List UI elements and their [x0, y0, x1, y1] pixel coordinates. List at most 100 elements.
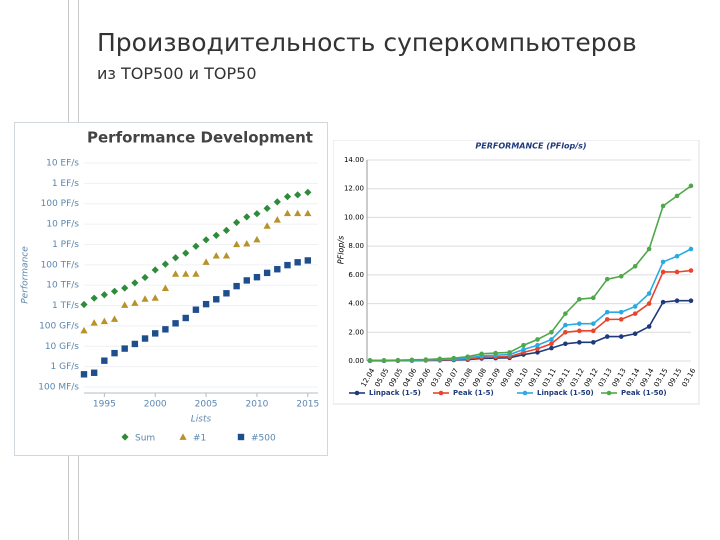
- marker: [233, 240, 241, 248]
- marker: [223, 290, 230, 297]
- marker: [479, 351, 484, 357]
- marker: [233, 218, 241, 227]
- marker: [493, 350, 498, 356]
- marker: [354, 390, 360, 396]
- marker: [367, 357, 373, 363]
- chart: PERFORMANCE (PFlop/s) PFlop/s 0.00 2.00 4.00…: [333, 140, 700, 405]
- marker: [243, 213, 251, 221]
- marker: [660, 203, 666, 209]
- marker: [80, 371, 88, 378]
- y-tick-label: 6.00: [348, 271, 364, 279]
- marker: [549, 337, 554, 342]
- marker: [507, 350, 512, 355]
- marker: [161, 284, 169, 291]
- marker: [172, 320, 179, 327]
- marker: [577, 340, 582, 345]
- y-tick-label: 8.00: [348, 242, 364, 250]
- y-tick-label: 1 EF/s: [52, 179, 79, 189]
- marker: [591, 295, 596, 301]
- marker: [161, 260, 169, 268]
- marker: [243, 277, 250, 284]
- y-tick-label: 100 MF/s: [38, 383, 79, 393]
- y-tick-label: 1 GF/s: [51, 362, 80, 372]
- marker: [451, 355, 457, 361]
- marker: [243, 240, 251, 247]
- marker: [141, 335, 149, 342]
- marker: [577, 296, 582, 302]
- y-tick-label: 100 TF/s: [41, 260, 80, 270]
- marker: [660, 269, 666, 275]
- marker: [202, 236, 210, 244]
- legend-label: Linpack (1-50): [537, 389, 594, 397]
- marker: [283, 209, 292, 217]
- y-tick-label: 12.00: [344, 185, 364, 193]
- marker: [688, 298, 694, 303]
- marker: [110, 287, 119, 295]
- y-tick-label: 10 PF/s: [46, 220, 79, 230]
- marker: [604, 276, 610, 282]
- y-tick-label: 1 PF/s: [52, 240, 79, 250]
- marker: [591, 321, 596, 326]
- marker: [131, 279, 139, 287]
- marker: [674, 269, 680, 275]
- marker: [465, 354, 470, 359]
- marker: [563, 341, 568, 347]
- legend-label: Peak (1-50): [621, 389, 667, 397]
- marker: [618, 334, 624, 339]
- marker: [202, 300, 210, 308]
- marker: [151, 294, 159, 301]
- marker: [263, 204, 271, 213]
- marker: [171, 270, 180, 277]
- marker: [660, 259, 666, 265]
- marker: [688, 246, 694, 252]
- marker: [618, 317, 624, 322]
- marker: [192, 242, 200, 250]
- marker: [437, 356, 443, 362]
- slide-title: Производительность суперкомпьютеров: [97, 28, 637, 57]
- marker: [535, 342, 540, 348]
- marker: [381, 357, 387, 363]
- marker: [213, 296, 220, 303]
- marker: [273, 198, 281, 206]
- marker: [80, 300, 88, 309]
- x-axis-title: Lists: [191, 415, 212, 425]
- marker: [618, 273, 624, 279]
- marker: [202, 258, 210, 265]
- marker: [395, 357, 401, 363]
- marker: [90, 294, 98, 302]
- marker: [253, 210, 261, 218]
- marker: [151, 266, 159, 274]
- marker: [101, 357, 108, 364]
- plot-frame: [333, 140, 700, 405]
- marker: [182, 270, 190, 277]
- marker: [237, 433, 245, 441]
- marker: [577, 321, 582, 326]
- marker: [294, 209, 302, 217]
- marker: [563, 329, 568, 335]
- marker: [121, 284, 129, 292]
- marker: [604, 309, 610, 315]
- marker: [591, 328, 596, 334]
- marker: [549, 345, 554, 351]
- y-tick-label: 10.00: [344, 213, 364, 221]
- y-tick-label: 100 GF/s: [39, 321, 79, 331]
- marker: [284, 261, 291, 269]
- chart-title: PERFORMANCE (PFlop/s): [475, 142, 586, 151]
- marker: [604, 334, 610, 339]
- marker: [162, 326, 169, 333]
- marker: [274, 266, 281, 273]
- marker: [90, 369, 98, 376]
- marker: [535, 346, 540, 352]
- y-axis-title: PFlop/s: [337, 236, 346, 264]
- marker: [577, 328, 582, 334]
- chart: Performance Development Performance 100 MF…: [14, 122, 328, 456]
- y-tick-label: 14.00: [344, 156, 364, 164]
- marker: [674, 253, 680, 259]
- marker: [182, 314, 189, 322]
- marker: [141, 295, 149, 302]
- marker: [535, 350, 540, 355]
- marker: [646, 246, 652, 252]
- marker: [294, 259, 301, 266]
- series-line: [370, 185, 692, 362]
